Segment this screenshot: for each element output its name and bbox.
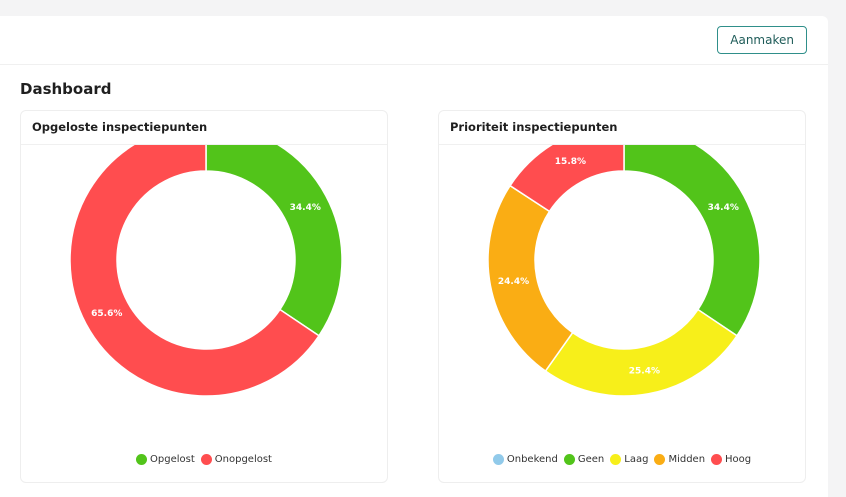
legend-dot-icon (563, 454, 575, 465)
chart-legend: Opgelost Onopgelost (21, 454, 387, 465)
chart-card-priority: Prioriteit inspectiepunten 34.4% 25.4% 24.… (438, 110, 806, 483)
legend-label: Opgelost (150, 454, 195, 465)
legend-item-midden[interactable]: Midden (654, 454, 705, 465)
chart-card-resolved: Opgeloste inspectiepunten 34.4% 65.6% Opg… (20, 110, 388, 483)
donut-slice-opgelost[interactable] (205, 145, 343, 337)
legend-label: Onopgelost (214, 454, 272, 465)
legend-label: Midden (668, 454, 706, 465)
slice-label: 34.4% (290, 203, 321, 213)
legend-item-opgelost[interactable]: Opgelost (136, 454, 195, 465)
legend-dot-icon (711, 454, 723, 465)
chart-legend: Onbekend Geen Laag Midden Hoog (439, 454, 805, 465)
legend-item-hoog[interactable]: Hoog (711, 454, 751, 465)
slice-label: 24.4% (498, 277, 529, 287)
donut-slice-geen[interactable] (623, 145, 761, 337)
legend-item-laag[interactable]: Laag (610, 454, 648, 465)
create-button[interactable]: Aanmaken (717, 26, 807, 54)
legend-label: Geen (577, 454, 605, 465)
legend-label: Laag (624, 454, 649, 465)
chart-title: Opgeloste inspectiepunten (21, 111, 387, 145)
legend-dot-icon (200, 454, 212, 465)
donut-slice-hoog[interactable] (509, 145, 625, 213)
slice-label: 65.6% (91, 309, 122, 319)
donut-chart-resolved: 34.4% 65.6% (69, 145, 343, 397)
slice-label: 25.4% (629, 367, 660, 377)
legend-item-onopgelost[interactable]: Onopgelost (200, 454, 272, 465)
legend-dot-icon (136, 454, 148, 465)
legend-item-geen[interactable]: Geen (563, 454, 605, 465)
legend-dot-icon (492, 454, 504, 465)
top-bar: Aanmaken (0, 16, 828, 65)
legend-label: Onbekend (506, 454, 558, 465)
legend-dot-icon (654, 454, 666, 465)
donut-chart-priority: 34.4% 25.4% 24.4% 15.8% (487, 145, 761, 397)
page-title: Dashboard (20, 80, 112, 98)
donut-slice-laag[interactable] (544, 308, 739, 397)
legend-label: Hoog (725, 454, 752, 465)
dashboard-page: Aanmaken Dashboard Opgeloste inspectiepu… (0, 16, 828, 497)
donut-slice-onopgelost[interactable] (69, 145, 321, 397)
slice-label: 34.4% (708, 203, 739, 213)
legend-dot-icon (610, 454, 622, 465)
chart-title: Prioriteit inspectiepunten (439, 111, 805, 145)
legend-item-onbekend[interactable]: Onbekend (492, 454, 558, 465)
slice-label: 15.8% (555, 157, 586, 167)
